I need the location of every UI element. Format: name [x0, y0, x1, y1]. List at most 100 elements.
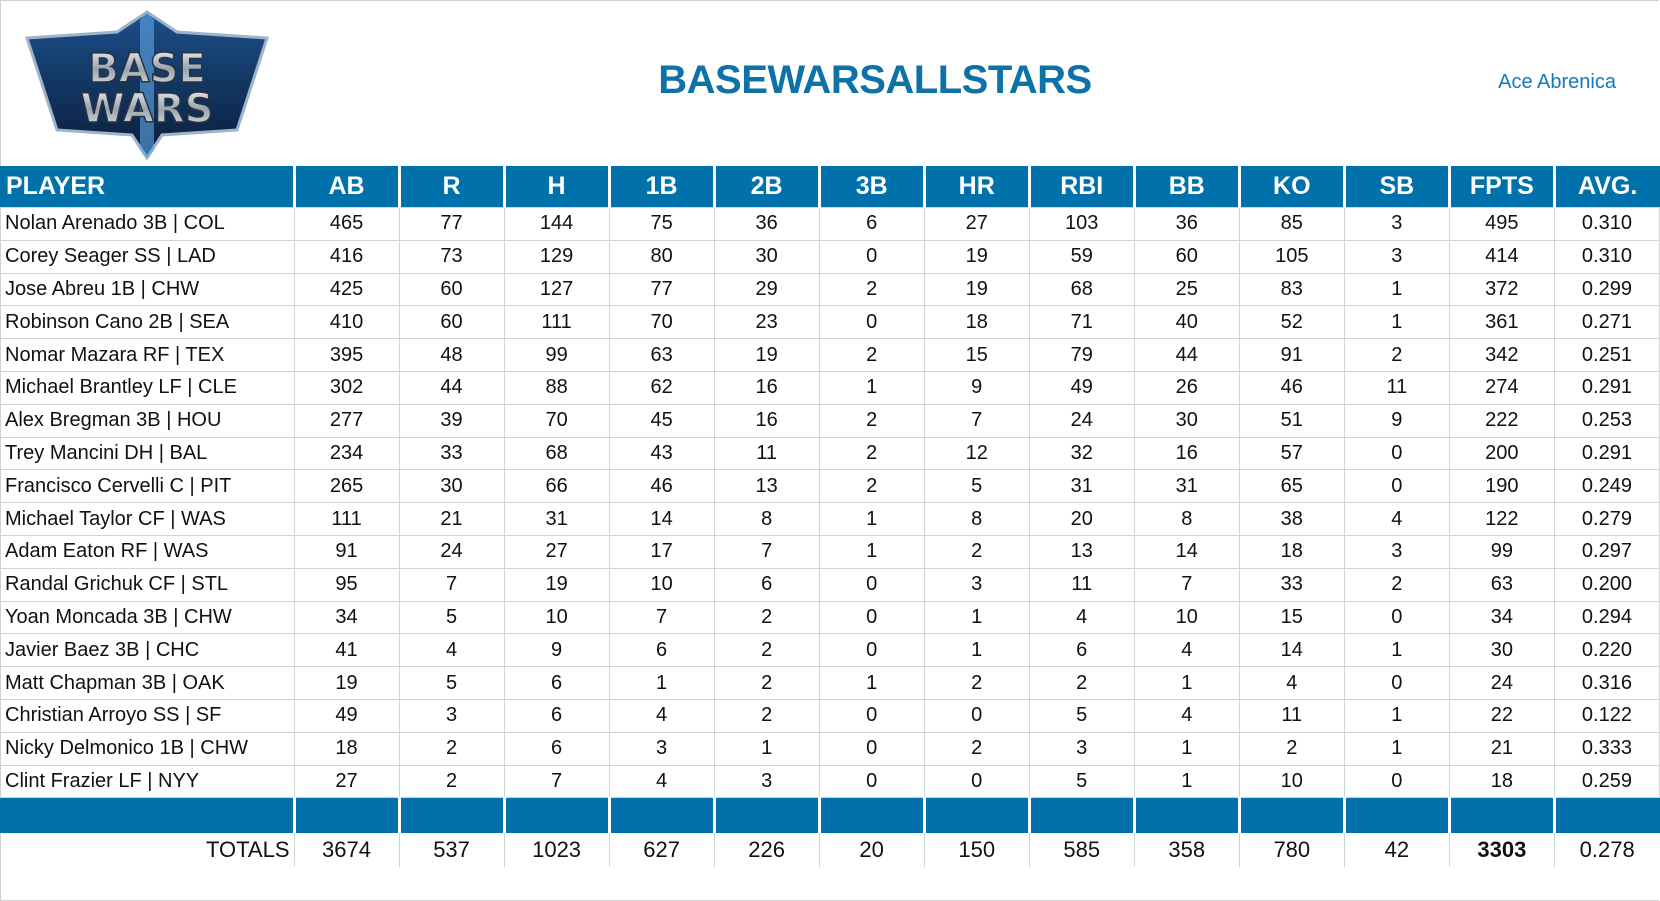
stat-cell-r[interactable]: 30	[398, 469, 505, 504]
stat-cell-2b[interactable]: 8	[713, 502, 820, 536]
stat-cell-rbi[interactable]: 68	[1028, 272, 1135, 307]
stat-cell-bb[interactable]: 10	[1133, 600, 1240, 635]
stat-cell-bb[interactable]: 40	[1133, 305, 1240, 340]
stat-cell-fpts[interactable]: 372	[1448, 272, 1555, 307]
player-name-cell[interactable]: Alex Bregman 3B | HOU	[0, 403, 295, 438]
stat-cell-2b[interactable]: 11	[713, 436, 820, 471]
stat-cell-2b[interactable]: 2	[713, 666, 820, 700]
stat-cell-h[interactable]: 9	[503, 633, 610, 668]
total-h[interactable]: 1023	[503, 833, 610, 868]
stat-cell-ko[interactable]: 51	[1238, 403, 1345, 438]
stat-cell-sb[interactable]: 9	[1343, 403, 1450, 438]
stat-cell-avg[interactable]: 0.220	[1553, 633, 1660, 668]
column-header-3b[interactable]: 3B	[817, 166, 925, 208]
column-header-h[interactable]: H	[502, 166, 610, 208]
stat-cell-1b[interactable]: 4	[608, 698, 715, 733]
player-name-cell[interactable]: Javier Baez 3B | CHC	[0, 633, 295, 668]
stat-cell-hr[interactable]: 12	[923, 436, 1030, 471]
stat-cell-h[interactable]: 10	[503, 600, 610, 635]
stat-cell-ab[interactable]: 91	[293, 534, 400, 569]
stat-cell-bb[interactable]: 36	[1133, 207, 1240, 241]
stat-cell-bb[interactable]: 25	[1133, 272, 1240, 307]
stat-cell-rbi[interactable]: 32	[1028, 436, 1135, 471]
stat-cell-rbi[interactable]: 5	[1028, 764, 1135, 799]
player-name-cell[interactable]: Nomar Mazara RF | TEX	[0, 338, 295, 372]
stat-cell-3b[interactable]: 0	[818, 731, 925, 766]
stat-cell-r[interactable]: 3	[398, 698, 505, 733]
stat-cell-1b[interactable]: 63	[608, 338, 715, 372]
stat-cell-avg[interactable]: 0.122	[1553, 698, 1660, 733]
stat-cell-2b[interactable]: 2	[713, 698, 820, 733]
stat-cell-3b[interactable]: 2	[818, 338, 925, 372]
stat-cell-3b[interactable]: 1	[818, 370, 925, 405]
stat-cell-hr[interactable]: 0	[923, 764, 1030, 799]
total-ab[interactable]: 3674	[293, 833, 400, 868]
stat-cell-r[interactable]: 2	[398, 731, 505, 766]
stat-cell-hr[interactable]: 19	[923, 272, 1030, 307]
stat-cell-rbi[interactable]: 59	[1028, 239, 1135, 274]
stat-cell-fpts[interactable]: 361	[1448, 305, 1555, 340]
stat-cell-hr[interactable]: 1	[923, 600, 1030, 635]
stat-cell-h[interactable]: 31	[503, 502, 610, 536]
stat-cell-1b[interactable]: 4	[608, 764, 715, 799]
stat-cell-1b[interactable]: 77	[608, 272, 715, 307]
stat-cell-avg[interactable]: 0.291	[1553, 436, 1660, 471]
stat-cell-ko[interactable]: 33	[1238, 567, 1345, 602]
stat-cell-avg[interactable]: 0.251	[1553, 338, 1660, 372]
stat-cell-ko[interactable]: 83	[1238, 272, 1345, 307]
stat-cell-3b[interactable]: 2	[818, 403, 925, 438]
stat-cell-ab[interactable]: 277	[293, 403, 400, 438]
stat-cell-rbi[interactable]: 71	[1028, 305, 1135, 340]
stat-cell-h[interactable]: 27	[503, 534, 610, 569]
column-header-avg[interactable]: AVG.	[1552, 166, 1660, 208]
stat-cell-ko[interactable]: 52	[1238, 305, 1345, 340]
stat-cell-2b[interactable]: 2	[713, 600, 820, 635]
stat-cell-bb[interactable]: 1	[1133, 731, 1240, 766]
stat-cell-avg[interactable]: 0.200	[1553, 567, 1660, 602]
stat-cell-1b[interactable]: 70	[608, 305, 715, 340]
stat-cell-ko[interactable]: 57	[1238, 436, 1345, 471]
stat-cell-h[interactable]: 19	[503, 567, 610, 602]
stat-cell-avg[interactable]: 0.271	[1553, 305, 1660, 340]
stat-cell-h[interactable]: 7	[503, 764, 610, 799]
stat-cell-sb[interactable]: 3	[1343, 534, 1450, 569]
stat-cell-2b[interactable]: 16	[713, 370, 820, 405]
player-name-cell[interactable]: Christian Arroyo SS | SF	[0, 698, 295, 733]
player-name-cell[interactable]: Nicky Delmonico 1B | CHW	[0, 731, 295, 766]
stat-cell-sb[interactable]: 3	[1343, 207, 1450, 241]
stat-cell-ab[interactable]: 234	[293, 436, 400, 471]
stat-cell-avg[interactable]: 0.249	[1553, 469, 1660, 504]
stat-cell-hr[interactable]: 8	[923, 502, 1030, 536]
stat-cell-avg[interactable]: 0.294	[1553, 600, 1660, 635]
stat-cell-ab[interactable]: 302	[293, 370, 400, 405]
stat-cell-h[interactable]: 6	[503, 698, 610, 733]
stat-cell-r[interactable]: 39	[398, 403, 505, 438]
stat-cell-rbi[interactable]: 11	[1028, 567, 1135, 602]
stat-cell-r[interactable]: 24	[398, 534, 505, 569]
player-name-cell[interactable]: Michael Taylor CF | WAS	[0, 502, 295, 536]
stat-cell-fpts[interactable]: 24	[1448, 666, 1555, 700]
stat-cell-sb[interactable]: 0	[1343, 666, 1450, 700]
column-header-sb[interactable]: SB	[1342, 166, 1450, 208]
stat-cell-1b[interactable]: 3	[608, 731, 715, 766]
stat-cell-hr[interactable]: 5	[923, 469, 1030, 504]
stat-cell-ko[interactable]: 91	[1238, 338, 1345, 372]
stat-cell-3b[interactable]: 0	[818, 239, 925, 274]
player-name-cell[interactable]: Nolan Arenado 3B | COL	[0, 207, 295, 241]
stat-cell-1b[interactable]: 1	[608, 666, 715, 700]
player-name-cell[interactable]: Michael Brantley LF | CLE	[0, 370, 295, 405]
stat-cell-3b[interactable]: 6	[818, 207, 925, 241]
stat-cell-h[interactable]: 99	[503, 338, 610, 372]
stat-cell-bb[interactable]: 1	[1133, 666, 1240, 700]
column-header-bb[interactable]: BB	[1132, 166, 1240, 208]
total-1b[interactable]: 627	[608, 833, 715, 868]
stat-cell-2b[interactable]: 16	[713, 403, 820, 438]
stat-cell-fpts[interactable]: 122	[1448, 502, 1555, 536]
stat-cell-hr[interactable]: 19	[923, 239, 1030, 274]
stat-cell-3b[interactable]: 1	[818, 666, 925, 700]
column-header-1b[interactable]: 1B	[607, 166, 715, 208]
stat-cell-2b[interactable]: 36	[713, 207, 820, 241]
stat-cell-bb[interactable]: 4	[1133, 698, 1240, 733]
stat-cell-1b[interactable]: 75	[608, 207, 715, 241]
stat-cell-rbi[interactable]: 103	[1028, 207, 1135, 241]
